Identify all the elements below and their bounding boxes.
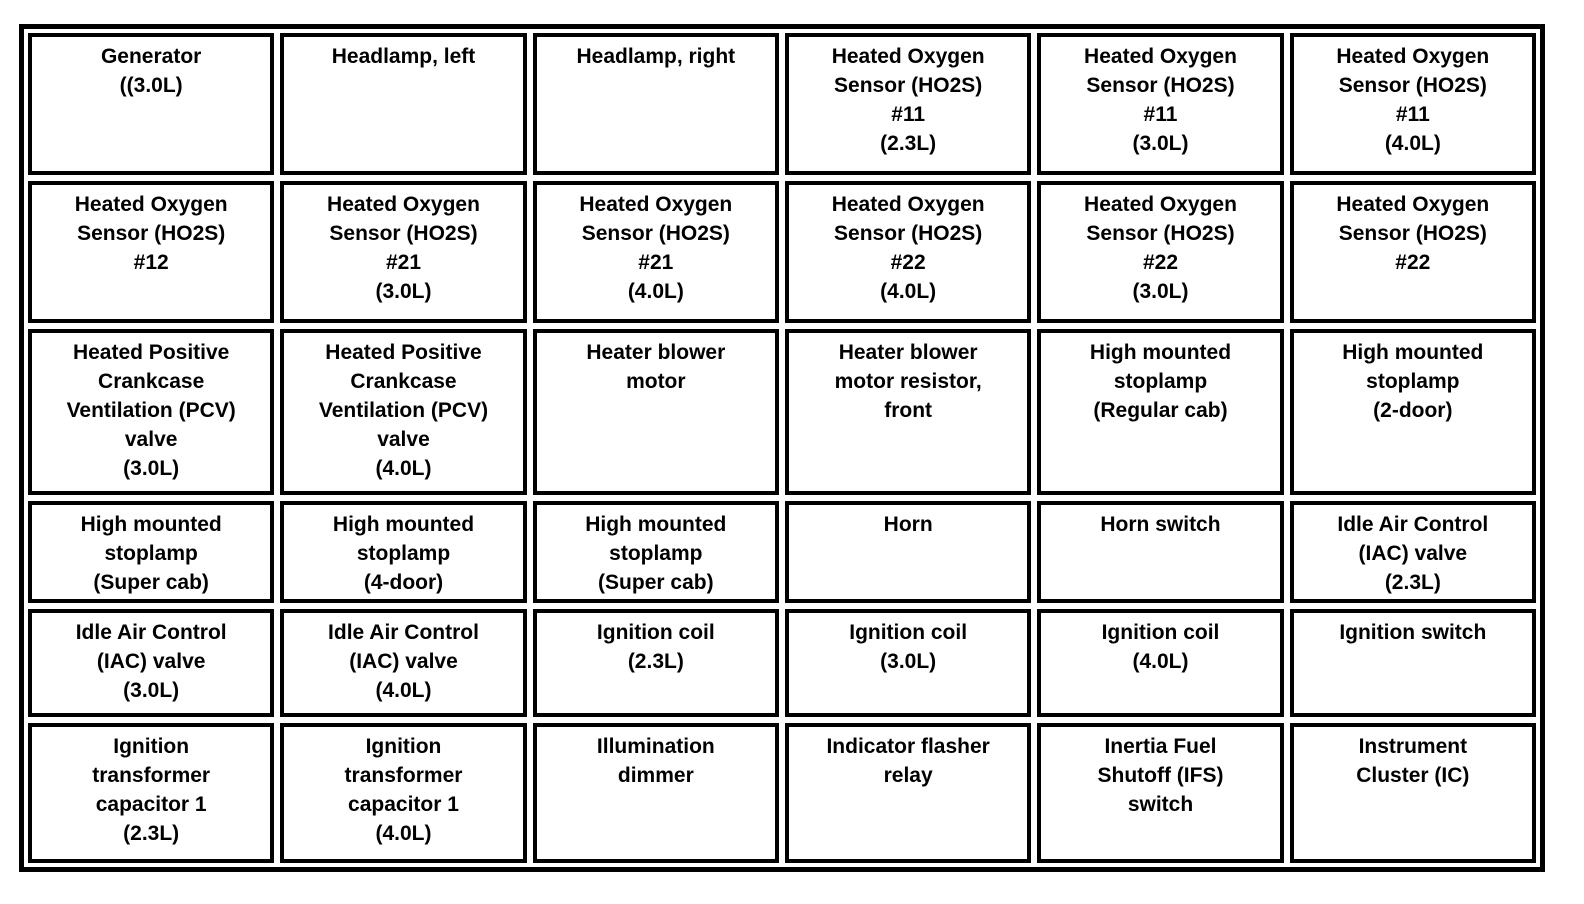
table-row: Heated Positive Crankcase Ventilation (P… xyxy=(28,329,1536,495)
component-cell: Ignition switch xyxy=(1289,609,1536,717)
component-cell: Heated Oxygen Sensor (HO2S) #22 (4.0L) xyxy=(784,181,1032,323)
component-cell: High mounted stoplamp (Regular cab) xyxy=(1037,329,1284,495)
component-cell: Heated Positive Crankcase Ventilation (P… xyxy=(280,329,527,495)
component-cell: Heated Oxygen Sensor (HO2S) #11 (3.0L) xyxy=(1037,33,1284,175)
component-cell: Ignition coil (2.3L) xyxy=(532,609,779,717)
component-cell: Heater blower motor xyxy=(532,329,779,495)
component-cell: Heated Oxygen Sensor (HO2S) #12 xyxy=(28,181,275,323)
component-cell: Heated Oxygen Sensor (HO2S) #11 (4.0L) xyxy=(1289,33,1536,175)
table-row: Heated Oxygen Sensor (HO2S) #12 Heated O… xyxy=(28,181,1536,323)
component-cell: Heated Oxygen Sensor (HO2S) #21 (3.0L) xyxy=(280,181,527,323)
component-cell: Indicator flasher relay xyxy=(784,723,1032,863)
component-cell: Inertia Fuel Shutoff (IFS) switch xyxy=(1037,723,1284,863)
component-cell: Generator ((3.0L) xyxy=(28,33,275,175)
table-row: Ignition transformer capacitor 1 (2.3L) … xyxy=(28,723,1536,863)
component-cell: Ignition transformer capacitor 1 (4.0L) xyxy=(280,723,527,863)
component-cell: Horn xyxy=(784,501,1032,603)
component-index-table: Generator ((3.0L) Headlamp, left Headlam… xyxy=(19,24,1545,872)
component-cell: High mounted stoplamp (4-door) xyxy=(280,501,527,603)
component-cell: Headlamp, right xyxy=(532,33,779,175)
component-cell: Heated Oxygen Sensor (HO2S) #11 (2.3L) xyxy=(784,33,1032,175)
component-cell: Ignition transformer capacitor 1 (2.3L) xyxy=(28,723,275,863)
component-cell: High mounted stoplamp (Super cab) xyxy=(28,501,275,603)
component-cell: Ignition coil (3.0L) xyxy=(784,609,1032,717)
table-row: Generator ((3.0L) Headlamp, left Headlam… xyxy=(28,33,1536,175)
component-cell: Heated Positive Crankcase Ventilation (P… xyxy=(28,329,275,495)
component-cell: Headlamp, left xyxy=(280,33,527,175)
component-cell: Heated Oxygen Sensor (HO2S) #22 (3.0L) xyxy=(1037,181,1284,323)
table-row: High mounted stoplamp (Super cab) High m… xyxy=(28,501,1536,603)
table-row: Idle Air Control (IAC) valve (3.0L) Idle… xyxy=(28,609,1536,717)
scanned-page: Generator ((3.0L) Headlamp, left Headlam… xyxy=(0,24,1584,904)
component-cell: Heater blower motor resistor, front xyxy=(784,329,1032,495)
component-cell: High mounted stoplamp (Super cab) xyxy=(532,501,779,603)
component-cell: Instrument Cluster (IC) xyxy=(1289,723,1536,863)
component-cell: Horn switch xyxy=(1037,501,1284,603)
component-cell: Illumination dimmer xyxy=(532,723,779,863)
component-cell: Heated Oxygen Sensor (HO2S) #21 (4.0L) xyxy=(532,181,779,323)
component-cell: Ignition coil (4.0L) xyxy=(1037,609,1284,717)
component-cell: Idle Air Control (IAC) valve (2.3L) xyxy=(1289,501,1536,603)
component-cell: Idle Air Control (IAC) valve (4.0L) xyxy=(280,609,527,717)
component-cell: High mounted stoplamp (2-door) xyxy=(1289,329,1536,495)
component-cell: Idle Air Control (IAC) valve (3.0L) xyxy=(28,609,275,717)
component-cell: Heated Oxygen Sensor (HO2S) #22 xyxy=(1289,181,1536,323)
